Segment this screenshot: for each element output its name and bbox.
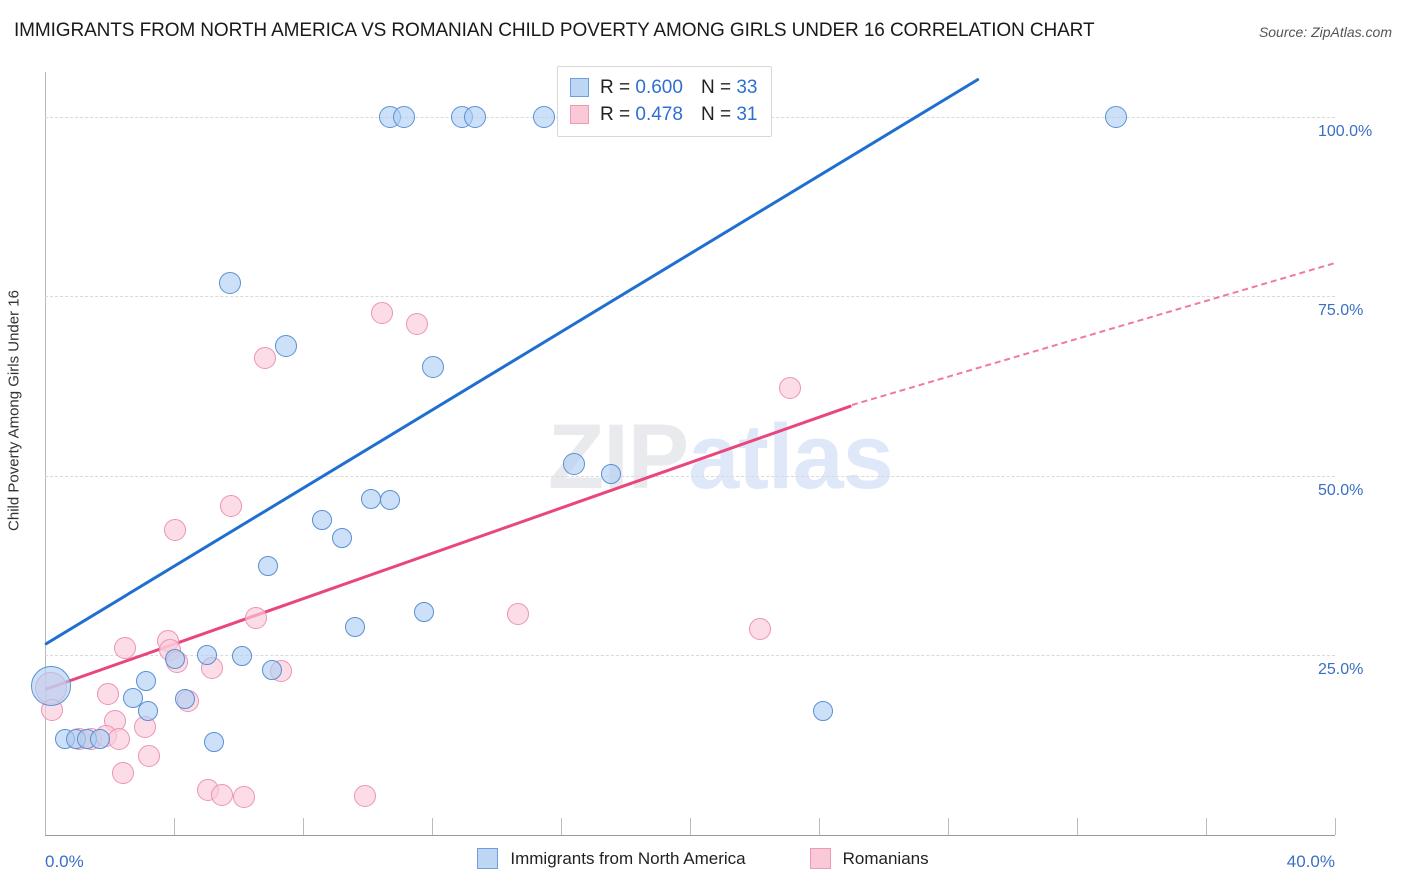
y-axis-tick-label: 25.0% <box>1318 661 1364 679</box>
correlation-row-blue: R = 0.600 N = 33 <box>570 74 757 101</box>
pink-series-swatch <box>570 105 589 124</box>
pink-trend-dashed <box>851 262 1334 406</box>
blue-n-label: N = <box>700 76 732 98</box>
x-axis-tick <box>948 818 949 835</box>
x-axis-tick <box>432 818 433 835</box>
data-point-pink[interactable] <box>210 784 233 807</box>
x-axis-tick <box>1077 818 1078 835</box>
data-point-pink[interactable] <box>749 617 772 640</box>
x-axis-max-label: 40.0% <box>1286 852 1335 871</box>
data-point-pink[interactable] <box>220 494 243 517</box>
pink-r-label: R = <box>600 103 631 125</box>
x-axis-tick <box>303 818 304 835</box>
data-point-blue[interactable] <box>164 648 185 669</box>
data-point-pink[interactable] <box>163 519 186 542</box>
data-point-pink[interactable] <box>253 346 276 369</box>
x-axis-tick <box>174 818 175 835</box>
x-axis-min-label: 0.0% <box>45 852 84 871</box>
blue-series-swatch <box>570 78 589 97</box>
gridline-y <box>45 475 1335 477</box>
data-point-pink[interactable] <box>108 727 131 750</box>
data-point-pink[interactable] <box>244 607 267 630</box>
series-legend: Immigrants from North America Romanians <box>0 848 1406 869</box>
blue-stat-text: R = 0.600 N = 33 <box>600 77 757 99</box>
data-point-blue[interactable] <box>393 105 416 128</box>
data-point-pink[interactable] <box>778 377 801 400</box>
data-point-blue[interactable] <box>562 453 585 476</box>
data-point-pink[interactable] <box>506 602 529 625</box>
legend-item-romanians[interactable]: Romanians <box>809 848 929 869</box>
x-axis-tick <box>561 818 562 835</box>
pink-n-value: 31 <box>736 103 758 125</box>
data-point-blue[interactable] <box>262 660 283 681</box>
data-point-pink[interactable] <box>96 683 119 706</box>
data-point-pink[interactable] <box>405 313 428 336</box>
data-point-pink[interactable] <box>112 762 135 785</box>
pink-stat-text: R = 0.478 N = 31 <box>600 104 757 126</box>
correlation-legend: R = 0.600 N = 33 R = 0.478 N = 31 <box>557 66 773 137</box>
data-point-blue[interactable] <box>600 463 621 484</box>
legend-item-immigrants[interactable]: Immigrants from North America <box>477 848 746 869</box>
correlation-row-pink: R = 0.478 N = 31 <box>570 101 757 128</box>
page-title: IMMIGRANTS FROM NORTH AMERICA VS ROMANIA… <box>14 20 1095 41</box>
pink-n-label: N = <box>700 103 732 125</box>
data-point-blue[interactable] <box>361 489 382 510</box>
data-point-blue[interactable] <box>812 701 833 722</box>
y-axis-tick-label: 75.0% <box>1318 302 1364 320</box>
legend-label-immigrants: Immigrants from North America <box>510 848 746 868</box>
x-axis-tick <box>690 818 691 835</box>
data-point-pink[interactable] <box>137 744 160 767</box>
data-point-blue[interactable] <box>275 335 298 358</box>
data-point-blue[interactable] <box>204 732 225 753</box>
y-axis-line <box>45 72 46 835</box>
y-axis-title: Child Poverty Among Girls Under 16 <box>5 290 23 531</box>
pink-r-value: 0.478 <box>635 103 683 125</box>
data-point-blue[interactable] <box>30 665 71 706</box>
x-axis-tick <box>1335 818 1336 835</box>
data-point-blue[interactable] <box>421 356 444 379</box>
x-axis-tick <box>1206 818 1207 835</box>
data-point-blue[interactable] <box>1104 105 1127 128</box>
data-point-blue[interactable] <box>312 510 333 531</box>
blue-trend <box>44 77 980 647</box>
data-point-blue[interactable] <box>122 687 143 708</box>
data-point-blue[interactable] <box>533 105 556 128</box>
y-axis-tick-label: 50.0% <box>1318 481 1364 499</box>
data-point-blue[interactable] <box>90 729 111 750</box>
data-point-blue[interactable] <box>332 527 353 548</box>
data-point-pink[interactable] <box>113 637 136 660</box>
data-point-blue[interactable] <box>219 271 242 294</box>
data-point-blue[interactable] <box>380 490 401 511</box>
data-point-blue[interactable] <box>196 645 217 666</box>
legend-label-romanians: Romanians <box>842 848 929 868</box>
source-label: Source: ZipAtlas.com <box>1258 24 1392 40</box>
data-point-blue[interactable] <box>414 602 435 623</box>
x-axis-line <box>45 835 1335 836</box>
gridline-y <box>45 655 1335 657</box>
legend-swatch-romanians <box>809 848 831 869</box>
data-point-blue[interactable] <box>464 105 487 128</box>
data-point-pink[interactable] <box>353 785 376 808</box>
data-point-blue[interactable] <box>135 671 156 692</box>
data-point-pink[interactable] <box>371 301 393 324</box>
blue-r-value: 0.600 <box>635 76 683 98</box>
data-point-blue[interactable] <box>175 689 196 710</box>
gridline-y <box>45 296 1335 298</box>
y-axis-tick-label: 100.0% <box>1318 122 1373 140</box>
data-point-blue[interactable] <box>258 555 279 576</box>
data-point-blue[interactable] <box>345 617 366 638</box>
data-point-blue[interactable] <box>138 700 159 721</box>
data-point-blue[interactable] <box>232 646 253 667</box>
legend-swatch-immigrants <box>477 848 499 869</box>
data-point-pink[interactable] <box>233 785 256 808</box>
blue-r-label: R = <box>600 76 631 98</box>
x-axis-tick <box>819 818 820 835</box>
blue-n-value: 33 <box>736 76 758 98</box>
scatter-plot-area <box>30 72 1335 835</box>
